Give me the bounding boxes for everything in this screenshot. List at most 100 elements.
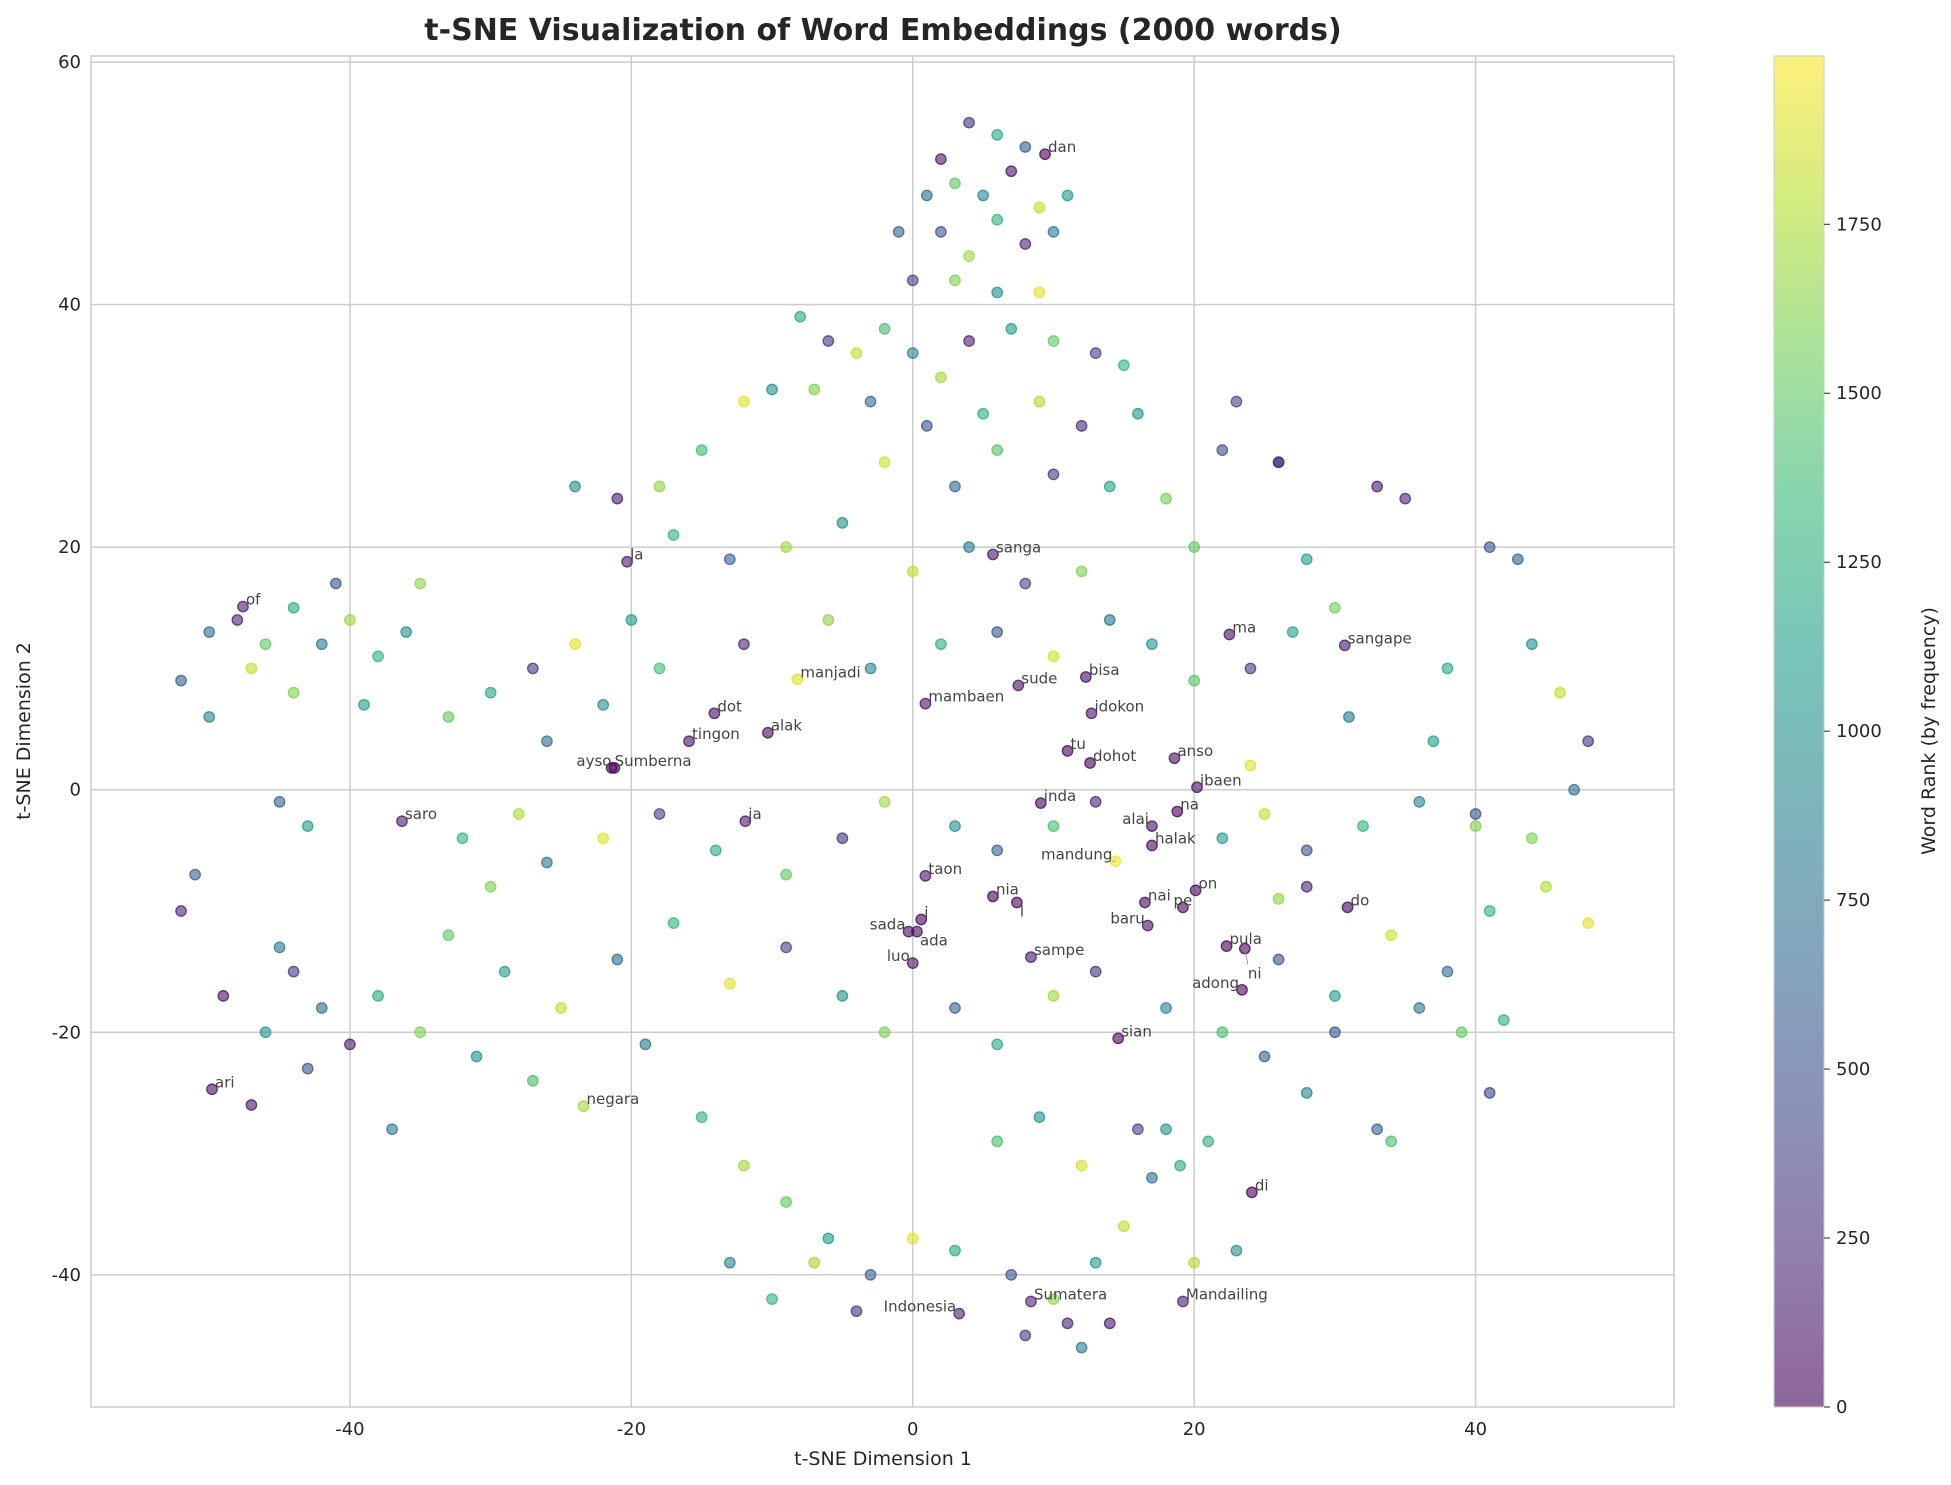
word-label: dot bbox=[717, 697, 742, 715]
colorbar-tick-label: 0 bbox=[1836, 1397, 1847, 1418]
data-point bbox=[864, 1268, 877, 1281]
data-point bbox=[498, 965, 511, 978]
data-point bbox=[1188, 674, 1201, 687]
data-point bbox=[203, 626, 216, 638]
data-point bbox=[1272, 953, 1285, 966]
data-point bbox=[949, 480, 961, 493]
word-label: manjadi bbox=[800, 663, 860, 681]
data-point bbox=[611, 492, 624, 505]
data-point bbox=[1146, 638, 1158, 651]
data-point bbox=[1568, 783, 1580, 796]
word-label: tu bbox=[1071, 735, 1086, 753]
word-label: ma bbox=[1232, 618, 1256, 636]
annotated-point bbox=[919, 869, 932, 882]
word-label: nai bbox=[1148, 886, 1171, 904]
data-point bbox=[1160, 492, 1172, 505]
data-point bbox=[935, 638, 947, 651]
data-point bbox=[1399, 492, 1412, 505]
data-point bbox=[1329, 990, 1341, 1002]
word-label: mandung bbox=[1041, 845, 1112, 863]
data-point bbox=[315, 638, 328, 651]
data-point bbox=[878, 456, 891, 469]
data-point bbox=[949, 820, 961, 832]
data-point bbox=[709, 844, 722, 857]
data-point bbox=[625, 614, 638, 626]
y-tick-label: 60 bbox=[58, 52, 81, 73]
data-point bbox=[175, 674, 187, 687]
annotated-point bbox=[1189, 884, 1202, 897]
data-point bbox=[301, 820, 314, 832]
y-tick-labels: -40 -20 0 20 40 60 bbox=[52, 52, 81, 1286]
data-point bbox=[231, 614, 244, 626]
data-point bbox=[1540, 880, 1552, 893]
word-label: baru bbox=[1110, 910, 1144, 928]
annotated-point bbox=[1246, 1186, 1258, 1199]
data-point bbox=[639, 1038, 652, 1051]
data-point bbox=[414, 1026, 427, 1039]
word-label: inda bbox=[1044, 787, 1076, 805]
word-label: ibaen bbox=[1200, 771, 1242, 789]
data-point bbox=[1146, 1171, 1158, 1184]
data-point bbox=[836, 517, 849, 529]
data-point bbox=[1019, 577, 1032, 590]
annotated-point bbox=[1223, 628, 1236, 641]
word-label: na bbox=[1180, 796, 1199, 814]
y-tick-label: -40 bbox=[52, 1265, 81, 1286]
word-label: Indonesia bbox=[884, 1298, 957, 1316]
data-point bbox=[738, 395, 750, 408]
data-point bbox=[1117, 359, 1130, 372]
colorbar-ticks: 0 250 500 750 1000 1250 1500 1750 bbox=[1824, 214, 1882, 1418]
data-point bbox=[1075, 565, 1088, 578]
annotated-point bbox=[1191, 781, 1203, 794]
word-label: ada bbox=[920, 932, 948, 950]
data-points bbox=[175, 116, 1595, 1354]
data-point bbox=[822, 1232, 835, 1245]
data-point bbox=[1061, 1317, 1074, 1330]
data-point bbox=[1005, 165, 1018, 178]
data-point bbox=[1511, 553, 1524, 566]
data-point bbox=[723, 553, 736, 566]
word-label: ayso bbox=[576, 752, 611, 770]
data-point bbox=[569, 638, 581, 651]
annotated-point bbox=[791, 673, 804, 686]
data-point bbox=[822, 335, 835, 347]
data-point bbox=[1329, 601, 1341, 614]
y-tick-label: -20 bbox=[52, 1022, 81, 1043]
data-point bbox=[442, 711, 455, 723]
data-point bbox=[526, 662, 539, 675]
x-axis-label: t-SNE Dimension 1 bbox=[794, 1448, 972, 1470]
data-point bbox=[963, 250, 975, 262]
x-tick-labels: -40 -20 0 20 40 bbox=[335, 1419, 1487, 1440]
data-point bbox=[1286, 626, 1299, 638]
data-point bbox=[1089, 795, 1102, 808]
data-point bbox=[991, 444, 1004, 456]
colorbar-tick-label: 1250 bbox=[1836, 552, 1882, 573]
annotated-point bbox=[1139, 896, 1151, 909]
annotated-point bbox=[1039, 148, 1051, 161]
data-point bbox=[695, 1111, 708, 1124]
data-point bbox=[1413, 1002, 1426, 1014]
word-label: alak bbox=[771, 717, 803, 735]
data-point bbox=[1160, 1123, 1172, 1136]
data-point bbox=[653, 480, 666, 493]
word-label: la bbox=[630, 546, 643, 564]
data-point bbox=[780, 1196, 792, 1208]
data-point bbox=[484, 686, 497, 699]
word-label: sude bbox=[1021, 669, 1057, 687]
data-point bbox=[977, 189, 989, 202]
word-label: Sumatera bbox=[1034, 1285, 1107, 1303]
data-point bbox=[555, 1002, 567, 1014]
word-label: dohot bbox=[1093, 747, 1136, 765]
data-point bbox=[1413, 795, 1426, 808]
data-point bbox=[1047, 468, 1060, 481]
word-label: dan bbox=[1048, 138, 1076, 156]
data-point bbox=[329, 577, 342, 590]
data-point bbox=[1469, 820, 1482, 832]
data-point bbox=[1005, 323, 1018, 335]
data-point bbox=[1441, 965, 1454, 978]
data-point bbox=[1047, 225, 1060, 238]
chart-title: t-SNE Visualization of Word Embeddings (… bbox=[424, 13, 1341, 48]
data-point bbox=[1230, 395, 1243, 408]
data-point bbox=[766, 1293, 778, 1305]
data-point bbox=[597, 698, 610, 711]
